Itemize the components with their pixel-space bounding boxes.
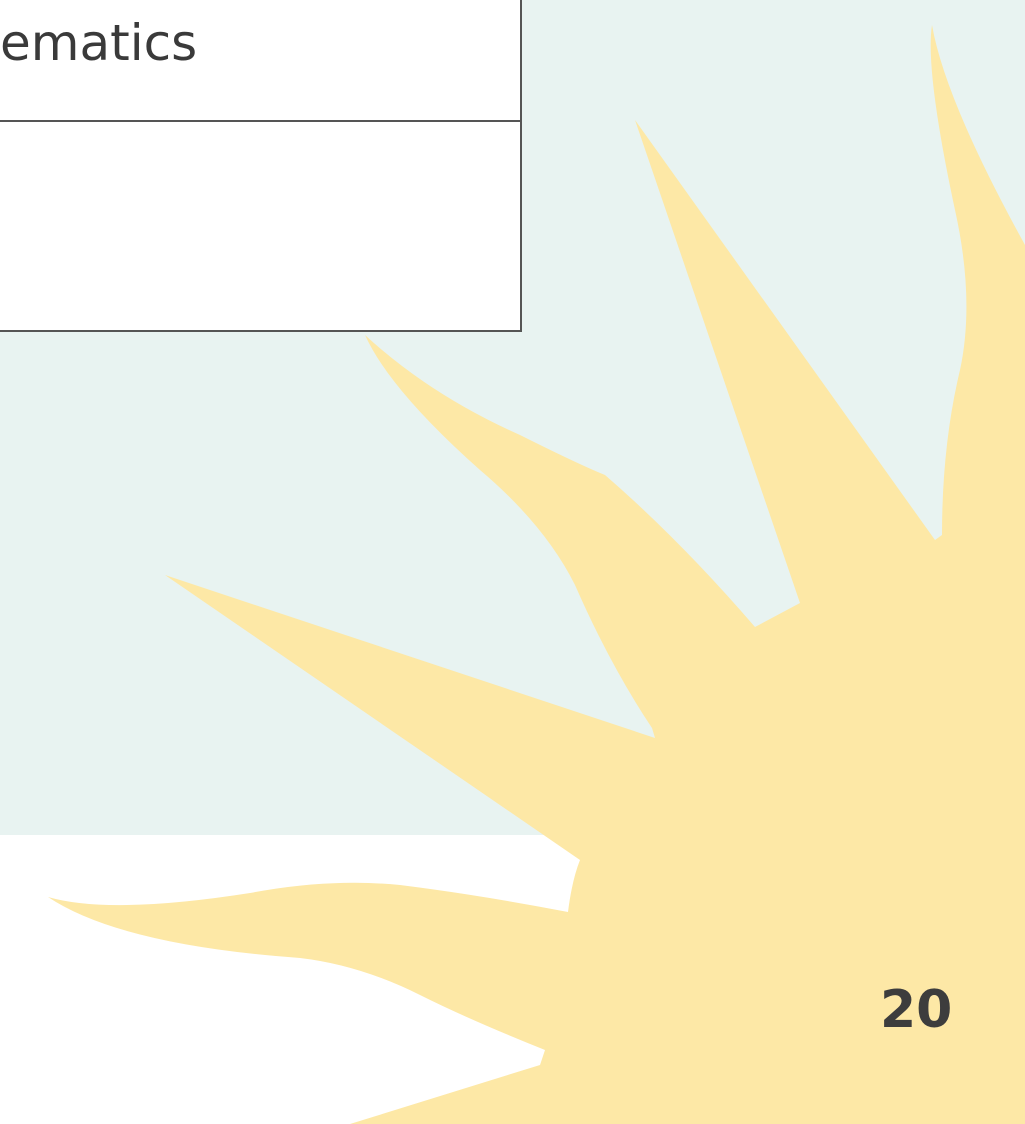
table: ematics [0, 0, 522, 332]
slide: {"slide": {"table": {"rows": [["ematics"… [0, 0, 1025, 1124]
table-row: ematics [0, 0, 520, 122]
table-cell: ematics [0, 14, 197, 72]
page-number: 20 [880, 980, 952, 1040]
